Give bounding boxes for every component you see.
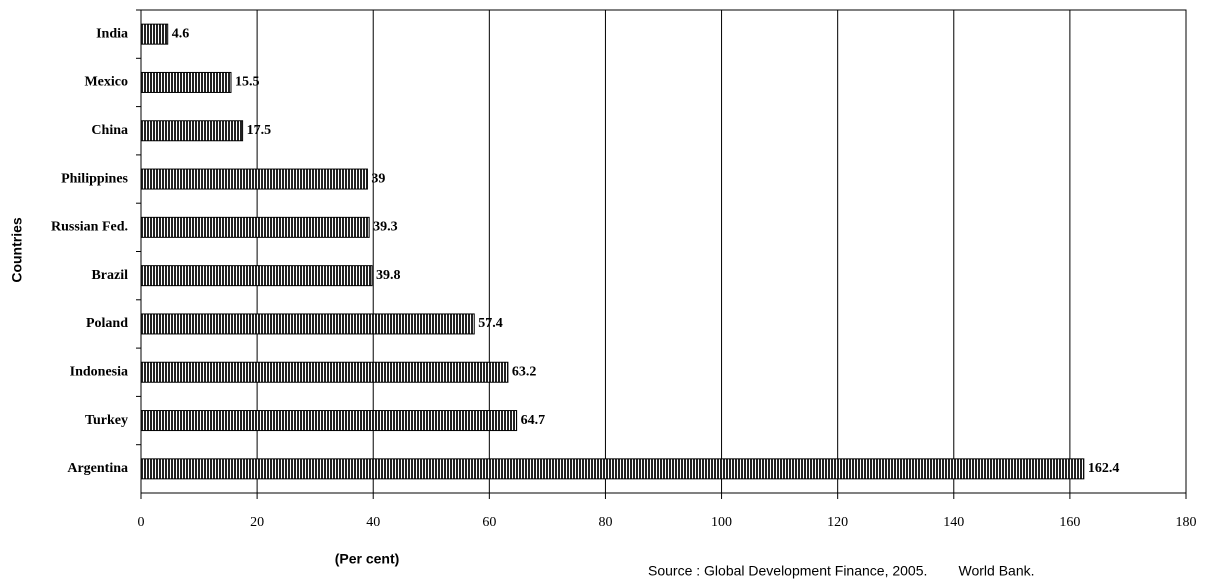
y-axis-title: Countries <box>9 217 25 283</box>
bar <box>140 265 373 287</box>
value-label: 4.6 <box>172 26 190 41</box>
bar <box>140 361 509 383</box>
x-tick-label: 160 <box>1059 515 1080 530</box>
y-tick-label: China <box>91 123 128 138</box>
x-tick-label: 120 <box>827 515 848 530</box>
bar <box>140 216 370 238</box>
value-label: 17.5 <box>247 123 272 138</box>
value-label: 57.4 <box>478 316 503 331</box>
bar <box>140 71 232 93</box>
y-tick-label: Turkey <box>85 413 128 428</box>
y-tick-label: Philippines <box>61 171 128 186</box>
y-tick-label: Mexico <box>84 75 128 90</box>
source-note: Source : Global Development Finance, 200… <box>648 563 1035 579</box>
value-label: 39.8 <box>376 268 401 283</box>
x-tick-label: 80 <box>598 515 612 530</box>
x-tick-label: 20 <box>250 515 264 530</box>
value-label: 63.2 <box>512 364 537 379</box>
bar <box>140 458 1085 480</box>
bar <box>140 120 244 142</box>
y-tick-label: Argentina <box>67 461 128 476</box>
value-label: 39.3 <box>373 220 398 235</box>
value-label: 39 <box>371 171 385 186</box>
x-tick-label: 0 <box>138 515 145 530</box>
value-label: 64.7 <box>521 413 546 428</box>
x-tick-label: 100 <box>711 515 732 530</box>
x-tick-label: 180 <box>1176 515 1197 530</box>
bar <box>140 313 475 335</box>
y-tick-label: Indonesia <box>70 364 128 379</box>
bar <box>140 23 169 45</box>
y-tick-label: Russian Fed. <box>51 220 128 235</box>
value-label: 15.5 <box>235 75 260 90</box>
y-tick-label: Brazil <box>91 268 128 283</box>
x-tick-label: 140 <box>943 515 964 530</box>
bar <box>140 168 368 190</box>
bar <box>140 410 518 432</box>
x-tick-label: 60 <box>482 515 496 530</box>
x-tick-label: 40 <box>366 515 380 530</box>
y-tick-label: India <box>96 26 128 41</box>
x-axis-title: (Per cent) <box>335 551 400 567</box>
value-label: 162.4 <box>1088 461 1120 476</box>
y-tick-label: Poland <box>86 316 128 331</box>
